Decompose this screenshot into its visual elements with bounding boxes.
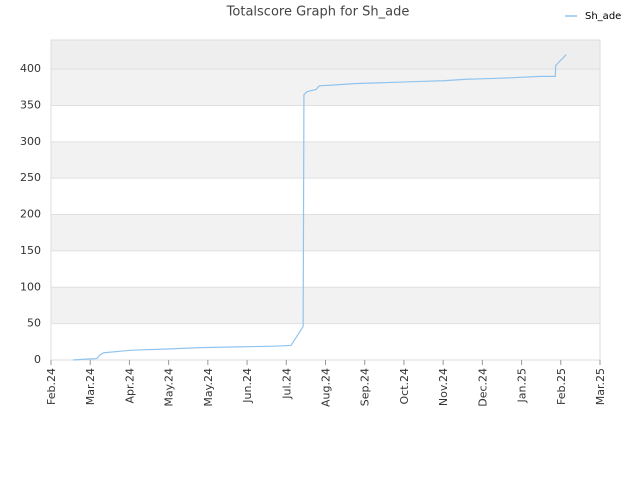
x-tick-label: May.24 [163, 368, 176, 407]
plot-band [51, 40, 600, 70]
legend-label: Sh_ade [585, 11, 621, 22]
y-tick-label: 250 [20, 171, 41, 184]
y-tick-label: 100 [20, 280, 41, 293]
plot-band [51, 141, 600, 179]
y-tick-label: 0 [34, 353, 41, 366]
y-tick-label: 150 [20, 244, 41, 257]
x-tick-label: Oct.24 [398, 368, 411, 405]
x-tick-label: May.24 [202, 368, 215, 407]
y-tick-label: 400 [20, 62, 41, 75]
x-tick-label: Nov.24 [437, 368, 450, 406]
x-tick-label: Apr.24 [123, 368, 136, 404]
x-tick-label: Aug.24 [320, 368, 333, 407]
plot-band [51, 69, 600, 106]
x-tick-label: Feb.24 [45, 368, 58, 405]
plot-band [51, 323, 600, 360]
y-tick-label: 200 [20, 208, 41, 221]
y-tick-label: 300 [20, 135, 41, 148]
x-tick-label: Mar.24 [84, 368, 97, 405]
x-tick-label: Jan.25 [516, 368, 529, 403]
plot-band [51, 214, 600, 251]
y-tick-label: 50 [27, 317, 41, 330]
plot-band [51, 105, 600, 142]
x-tick-label: Jun.24 [241, 368, 254, 404]
plot-band [51, 178, 600, 215]
series-line [72, 54, 567, 361]
x-tick-label: Dec.24 [476, 368, 489, 407]
chart-title: Totalscore Graph for Sh_ade [226, 5, 410, 20]
x-tick-label: Jul.24 [280, 368, 293, 400]
x-tick-label: Mar.25 [594, 368, 607, 405]
x-tick-label: Sep.24 [359, 368, 372, 406]
y-tick-label: 350 [20, 98, 41, 111]
x-tick-label: Feb.25 [555, 368, 568, 405]
plot-band [51, 250, 600, 288]
plot-band [51, 287, 600, 324]
